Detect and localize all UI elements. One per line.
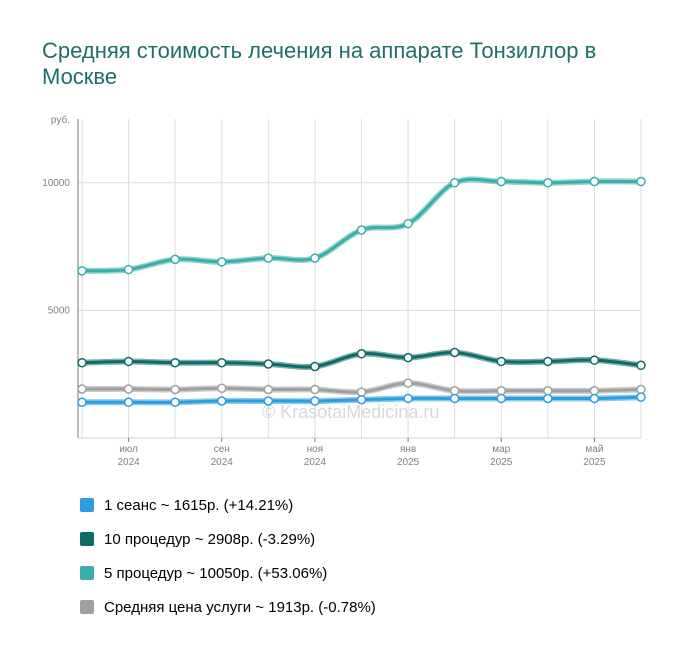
legend-item: Средняя цена услуги ~ 1913р. (-0.78%)	[80, 590, 376, 624]
data-point	[356, 225, 367, 235]
series-0	[77, 176, 646, 276]
data-point	[310, 361, 320, 372]
watermark: © KrasotaiMedicina.ru	[262, 402, 439, 422]
data-point	[356, 394, 367, 405]
data-point	[170, 397, 180, 408]
data-point	[356, 349, 367, 359]
legend-label: 5 процедур ~ 10050р. (+53.06%)	[104, 564, 328, 582]
data-point	[589, 393, 600, 404]
legend-item: 10 процедур ~ 2908р. (-3.29%)	[80, 522, 376, 556]
data-point	[123, 397, 134, 408]
legend-swatch	[80, 566, 94, 580]
data-point	[496, 386, 506, 396]
x-tick-month: июл	[119, 444, 138, 455]
chart-title: Средняя стоимость лечения на аппарате То…	[42, 38, 597, 89]
data-point	[403, 378, 413, 388]
x-tick-year: 2025	[583, 457, 606, 468]
data-point	[217, 357, 227, 368]
data-point	[123, 264, 134, 275]
legend-item: 1 сеанс ~ 1615р. (+14.21%)	[80, 488, 376, 522]
data-point	[589, 386, 600, 396]
series-2	[77, 378, 646, 397]
data-point	[543, 393, 553, 404]
data-point	[170, 384, 180, 395]
legend-label: 10 процедур ~ 2908р. (-3.29%)	[104, 530, 316, 548]
x-tick-year: 2024	[211, 457, 234, 468]
data-point	[636, 360, 646, 371]
legend: 1 сеанс ~ 1615р. (+14.21%) 10 процедур ~ …	[80, 488, 376, 624]
x-tick-year: 2024	[304, 457, 327, 468]
data-point	[77, 266, 87, 276]
x-tick-year: 2024	[117, 457, 140, 468]
data-point	[77, 357, 87, 368]
x-tick-month: сен	[214, 444, 230, 455]
x-tick-month: янв	[400, 444, 416, 455]
legend-swatch	[80, 532, 94, 546]
data-point	[636, 392, 646, 402]
data-point	[217, 383, 227, 393]
data-point	[496, 393, 506, 404]
data-point	[123, 356, 134, 367]
data-point	[636, 384, 646, 395]
data-point	[543, 356, 553, 367]
data-point	[170, 254, 180, 265]
data-point	[543, 386, 553, 396]
x-tick-year: 2025	[490, 457, 513, 468]
data-point	[310, 396, 320, 406]
data-point	[496, 176, 506, 187]
data-point	[403, 352, 413, 363]
axes: 5000 10000 руб. июл 2024 сен 2024 ноя 2024 янв 202…	[42, 114, 641, 468]
legend-item: 5 процедур ~ 10050р. (+53.06%)	[80, 556, 376, 590]
x-tick-month: мар	[492, 444, 510, 455]
data-point	[123, 384, 134, 394]
y-tick-label: 10000	[42, 178, 70, 189]
legend-label: Средняя цена услуги ~ 1913р. (-0.78%)	[104, 598, 376, 616]
data-point	[449, 347, 460, 358]
series-3	[77, 392, 646, 408]
data-point	[310, 384, 320, 395]
data-point	[217, 396, 227, 406]
series-1	[77, 347, 646, 372]
data-point	[403, 218, 413, 229]
data-point	[543, 178, 553, 188]
data-point	[449, 386, 460, 396]
data-point	[217, 257, 227, 267]
x-tick-month: май	[585, 444, 603, 455]
data-point	[310, 253, 320, 263]
y-unit-label: руб.	[51, 114, 70, 126]
data-point	[356, 387, 367, 397]
legend-swatch	[80, 498, 94, 512]
data-point	[449, 393, 460, 404]
data-point	[77, 384, 87, 394]
data-point	[263, 359, 274, 369]
series-lines	[77, 176, 646, 408]
data-point	[449, 178, 460, 188]
data-point	[589, 176, 600, 187]
x-tick-month: ноя	[307, 444, 324, 455]
data-point	[263, 253, 274, 263]
legend-label: 1 сеанс ~ 1615р. (+14.21%)	[104, 496, 294, 514]
data-point	[170, 357, 180, 368]
data-point	[496, 356, 506, 367]
line-chart: © KrasotaiMedicina.ru 5000 10000 руб. июл 20…	[42, 114, 646, 468]
y-tick-label: 5000	[48, 305, 71, 316]
data-point	[77, 397, 87, 408]
data-point	[403, 393, 413, 404]
legend-swatch	[80, 600, 94, 614]
data-point	[589, 355, 600, 365]
data-point	[636, 176, 646, 187]
data-point	[263, 384, 274, 395]
x-tick-year: 2025	[397, 457, 420, 468]
data-point	[263, 396, 274, 406]
